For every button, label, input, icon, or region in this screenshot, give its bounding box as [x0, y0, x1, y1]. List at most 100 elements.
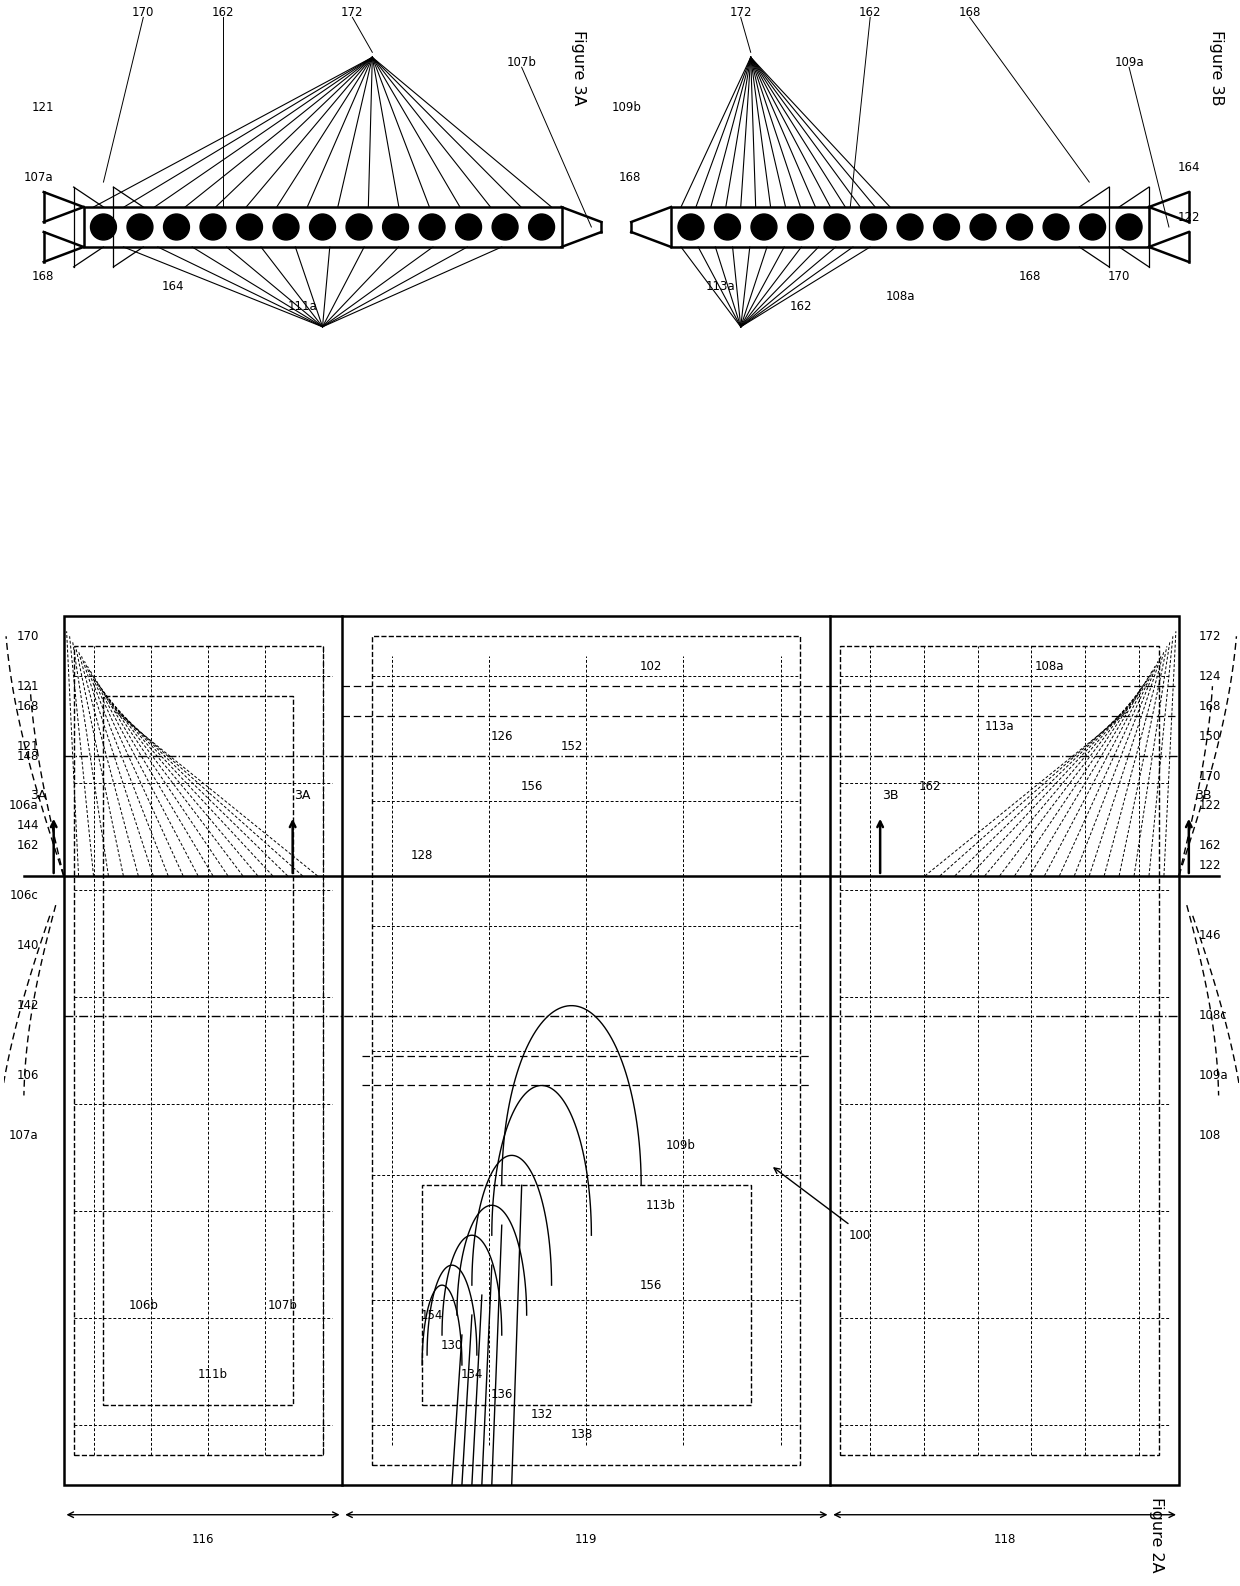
Text: 107b: 107b — [268, 1299, 298, 1312]
Text: 128: 128 — [410, 850, 433, 863]
Text: 136: 136 — [491, 1388, 513, 1402]
Text: 150: 150 — [1199, 730, 1221, 742]
Text: 172: 172 — [341, 6, 363, 19]
Text: 162: 162 — [859, 6, 882, 19]
Text: 106b: 106b — [129, 1299, 159, 1312]
Text: 156: 156 — [521, 779, 543, 793]
Text: 102: 102 — [640, 660, 662, 672]
Text: 142: 142 — [16, 999, 38, 1012]
Circle shape — [861, 214, 887, 239]
Text: 162: 162 — [789, 300, 812, 314]
Text: 121: 121 — [16, 680, 38, 693]
Circle shape — [934, 214, 960, 239]
Circle shape — [751, 214, 777, 239]
Text: 170: 170 — [1107, 270, 1131, 284]
Text: Figure 3B: Figure 3B — [1209, 30, 1224, 105]
Text: 132: 132 — [531, 1408, 553, 1421]
Text: 108a: 108a — [885, 290, 915, 303]
Text: 119: 119 — [575, 1534, 598, 1546]
Circle shape — [237, 214, 263, 239]
Text: 130: 130 — [441, 1339, 463, 1351]
Text: 170: 170 — [133, 6, 155, 19]
Text: 109a: 109a — [1115, 56, 1143, 68]
Text: 106: 106 — [16, 1069, 38, 1082]
Text: 107b: 107b — [507, 56, 537, 68]
Text: 126: 126 — [491, 730, 513, 742]
Text: 172: 172 — [1199, 630, 1221, 642]
Text: 122: 122 — [1199, 860, 1221, 872]
Text: 168: 168 — [619, 171, 641, 184]
Circle shape — [126, 214, 153, 239]
Circle shape — [492, 214, 518, 239]
Text: 121: 121 — [31, 100, 53, 114]
Bar — [63, 617, 1179, 1484]
Circle shape — [1116, 214, 1142, 239]
Text: 140: 140 — [16, 939, 38, 952]
Circle shape — [164, 214, 190, 239]
Circle shape — [1043, 214, 1069, 239]
Text: 3A: 3A — [31, 790, 47, 803]
Text: 121: 121 — [16, 739, 38, 753]
Text: 138: 138 — [570, 1429, 593, 1442]
Text: 146: 146 — [1199, 929, 1221, 942]
Circle shape — [91, 214, 117, 239]
Text: 113b: 113b — [646, 1199, 676, 1212]
Text: 109b: 109b — [611, 100, 641, 114]
Text: 148: 148 — [16, 750, 38, 763]
Text: Figure 2A: Figure 2A — [1149, 1497, 1164, 1572]
Circle shape — [897, 214, 923, 239]
Text: 162: 162 — [212, 6, 234, 19]
Circle shape — [787, 214, 813, 239]
Circle shape — [1080, 214, 1106, 239]
Text: 168: 168 — [959, 6, 981, 19]
Circle shape — [346, 214, 372, 239]
Text: 168: 168 — [1199, 699, 1221, 712]
Text: 164: 164 — [162, 281, 185, 293]
Text: 3B: 3B — [1195, 790, 1211, 803]
Text: 111a: 111a — [288, 300, 317, 314]
Circle shape — [273, 214, 299, 239]
Text: 106a: 106a — [9, 799, 38, 812]
Text: 164: 164 — [1178, 160, 1200, 173]
Text: 108c: 108c — [1199, 1009, 1228, 1021]
Text: 122: 122 — [1178, 211, 1200, 224]
Text: Figure 3A: Figure 3A — [572, 30, 587, 105]
Circle shape — [383, 214, 408, 239]
Bar — [422, 1185, 750, 1405]
Text: 168: 168 — [31, 270, 53, 284]
Circle shape — [825, 214, 849, 239]
Text: 108a: 108a — [1034, 660, 1064, 672]
Text: 118: 118 — [993, 1534, 1016, 1546]
Text: 122: 122 — [1199, 799, 1221, 812]
Circle shape — [419, 214, 445, 239]
Circle shape — [1007, 214, 1033, 239]
Circle shape — [455, 214, 481, 239]
Text: 113a: 113a — [985, 720, 1014, 733]
Circle shape — [310, 214, 336, 239]
Bar — [73, 646, 322, 1454]
Text: 168: 168 — [1018, 270, 1040, 284]
Text: 107a: 107a — [9, 1129, 38, 1142]
Text: 109a: 109a — [1199, 1069, 1229, 1082]
Bar — [103, 696, 293, 1405]
Text: 113a: 113a — [706, 281, 735, 293]
Bar — [671, 208, 1149, 247]
Text: 156: 156 — [640, 1278, 662, 1291]
Text: 168: 168 — [16, 699, 38, 712]
Bar — [83, 208, 562, 247]
Text: 116: 116 — [192, 1534, 215, 1546]
Text: 154: 154 — [420, 1308, 443, 1321]
Text: 144: 144 — [16, 820, 38, 833]
Text: 162: 162 — [919, 779, 941, 793]
Text: 170: 170 — [16, 630, 38, 642]
Text: 124: 124 — [1199, 669, 1221, 682]
Text: 172: 172 — [729, 6, 751, 19]
Bar — [372, 636, 801, 1465]
Text: 106c: 106c — [10, 890, 38, 902]
Text: 152: 152 — [560, 739, 583, 753]
Text: 109b: 109b — [666, 1139, 696, 1151]
Bar — [841, 646, 1159, 1454]
Circle shape — [714, 214, 740, 239]
Text: 100: 100 — [849, 1229, 872, 1242]
Text: 162: 162 — [1199, 839, 1221, 852]
